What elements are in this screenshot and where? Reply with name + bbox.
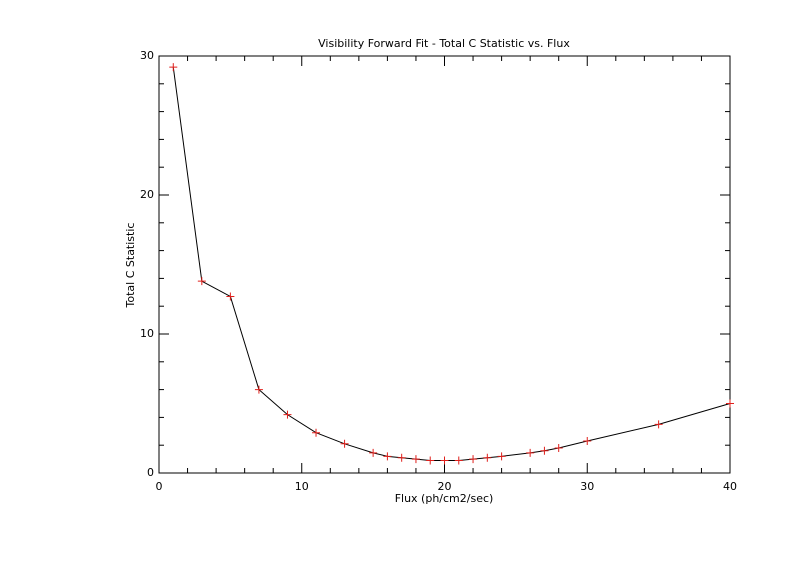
- data-point: [254, 385, 263, 394]
- x-tick-label: 20: [438, 480, 452, 493]
- y-tick-label: 20: [140, 188, 154, 201]
- x-tick-label: 40: [723, 480, 737, 493]
- data-point: [340, 439, 349, 448]
- data-point: [540, 446, 549, 455]
- data-point: [312, 428, 321, 437]
- chart-title: Visibility Forward Fit - Total C Statist…: [318, 37, 570, 50]
- y-tick-label: 0: [147, 466, 154, 479]
- data-point: [554, 443, 563, 452]
- data-point: [169, 63, 178, 72]
- data-point: [383, 452, 392, 461]
- data-point: [197, 277, 206, 286]
- x-axis-label: Flux (ph/cm2/sec): [395, 492, 494, 505]
- data-point: [497, 452, 506, 461]
- y-axis-label: Total C Statistic: [124, 223, 137, 309]
- data-point: [583, 437, 592, 446]
- data-point: [397, 453, 406, 462]
- x-tick-label: 0: [156, 480, 163, 493]
- data-point: [411, 455, 420, 464]
- data-point: [226, 292, 235, 301]
- y-tick-label: 10: [140, 327, 154, 340]
- data-point: [483, 453, 492, 462]
- x-tick-label: 30: [580, 480, 594, 493]
- data-point: [283, 410, 292, 419]
- data-point: [454, 456, 463, 465]
- data-point: [369, 448, 378, 457]
- data-point: [440, 456, 449, 465]
- data-point: [526, 448, 535, 457]
- data-point: [654, 420, 663, 429]
- data-point: [469, 455, 478, 464]
- data-point: [426, 456, 435, 465]
- data-point: [726, 399, 734, 408]
- y-tick-label: 30: [140, 49, 154, 62]
- x-tick-label: 10: [295, 480, 309, 493]
